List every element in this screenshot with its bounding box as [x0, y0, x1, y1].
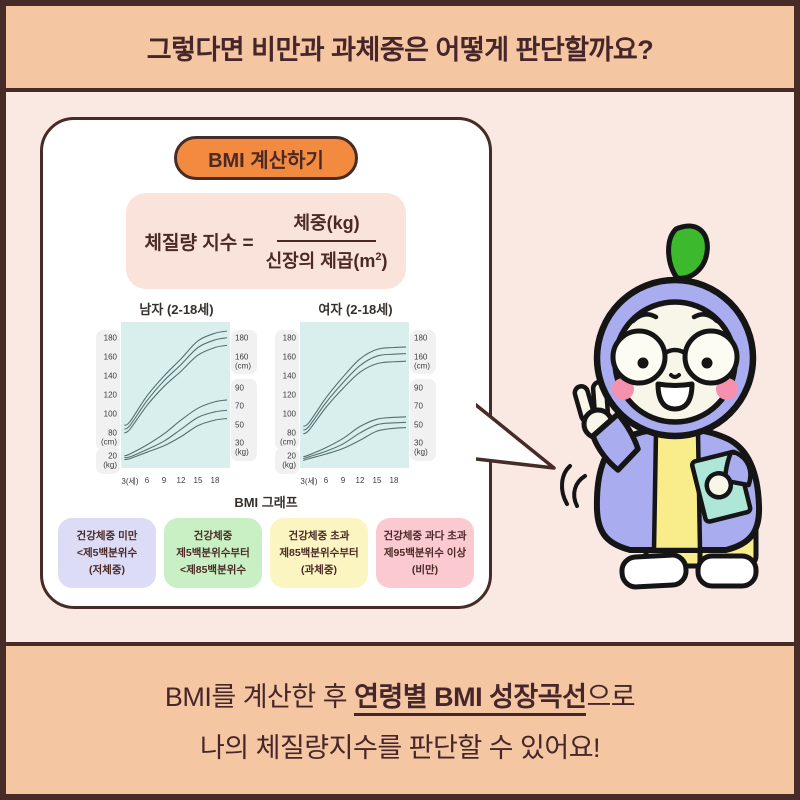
- left-eye: [637, 357, 649, 369]
- footer-band: BMI를 계산한 후 연령별 BMI 성장곡선으로 나의 체질량지수를 판단할 …: [6, 642, 794, 794]
- legend-underweight: 건강체중 미만 <제5백분위수 (저체중): [58, 518, 156, 589]
- legend-overweight: 건강체중 초과 제85백분위수부터 (과체중): [270, 518, 368, 589]
- header-band: 그렇다면 비만과 과체중은 어떻게 판단할까요?: [6, 6, 794, 92]
- chart-title-male: 남자 (2-18세): [139, 302, 214, 317]
- y-axis-right: 180 160 (cm) 90 70 50 30 (kg): [409, 322, 437, 474]
- formula-numerator: 체중(kg): [277, 209, 376, 242]
- mascot-character: [560, 223, 763, 590]
- x-axis: 3(세) 6 9 12 15 18: [121, 476, 220, 486]
- leaf-icon: [666, 223, 710, 281]
- growth-charts: 남자 (2-18세) 180 160 140 120 100 80 (cm) 20 (kg) 1…: [43, 299, 489, 489]
- yellow-bib: [651, 429, 703, 553]
- right-shoe: [695, 553, 759, 589]
- chart-title-female: 여자 (2-18세): [318, 302, 393, 317]
- bmi-card: BMI 계산하기 체질량 지수 = 체중(kg) 신장의 제곱(m2) 남자 (…: [40, 117, 492, 609]
- motion-lines: [560, 464, 587, 508]
- formula-lhs: 체질량 지수 =: [144, 232, 254, 254]
- legend-healthy: 건강체중 제5백분위수부터 <제85백분위수: [164, 518, 262, 589]
- speech-bubble-tail: [476, 403, 556, 470]
- footer-line-1: BMI를 계산한 후 연령별 BMI 성장곡선으로: [165, 675, 636, 716]
- plot-area: [300, 322, 409, 468]
- x-axis: 3(세) 6 9 12 15 18: [300, 476, 399, 486]
- graph-caption: BMI 그래프: [234, 495, 298, 510]
- left-cheek: [612, 378, 634, 400]
- right-eye: [701, 357, 713, 369]
- left-eyebrow: [630, 312, 659, 324]
- glasses-left-lens: [610, 328, 668, 386]
- y-axis-left: 180 160 140 120 100 80 (cm) 20 (kg): [95, 322, 121, 474]
- bmi-legend: 건강체중 미만 <제5백분위수 (저체중) 건강체중 제5백분위수부터 <제85…: [43, 518, 489, 589]
- bmi-calc-badge: BMI 계산하기: [174, 136, 358, 180]
- glasses-bridge: [662, 347, 688, 356]
- footer-emphasis: 연령별 BMI 성장곡선: [354, 682, 587, 716]
- right-eyebrow: [691, 312, 720, 324]
- plot-area: [121, 322, 230, 468]
- book: [689, 449, 753, 524]
- footer-line-2: 나의 체질량지수를 판단할 수 있어요!: [199, 733, 601, 763]
- bmi-formula-box: 체질량 지수 = 체중(kg) 신장의 제곱(m2): [126, 193, 406, 289]
- growth-chart-male: 남자 (2-18세) 180 160 140 120 100 80 (cm) 20 (kg) 1…: [95, 299, 258, 489]
- formula-denominator: 신장의 제곱(m2): [265, 251, 388, 271]
- glasses-right-lens: [682, 328, 740, 386]
- main-section: BMI 계산하기 체질량 지수 = 체중(kg) 신장의 제곱(m2) 남자 (…: [6, 92, 794, 642]
- formula-fraction: 체중(kg) 신장의 제곱(m2): [266, 209, 388, 273]
- y-axis-right: 180 160 (cm) 90 70 50 30 (kg): [230, 322, 258, 474]
- right-cheek: [716, 378, 738, 400]
- left-shoe: [619, 552, 689, 590]
- mouth: [655, 381, 695, 412]
- growth-chart-female: 여자 (2-18세) 180 160 140 120 100 80 (cm) 20 (kg) 1…: [274, 299, 437, 489]
- y-axis-left: 180 160 140 120 100 80 (cm) 20 (kg): [274, 322, 300, 474]
- page-title: 그렇다면 비만과 과체중은 어떻게 판단할까요?: [146, 34, 654, 65]
- legend-obese: 건강체중 과다 초과 제95백분위수 이상 (비만): [376, 518, 474, 589]
- nose: [669, 373, 681, 379]
- mascot-head: [593, 223, 757, 440]
